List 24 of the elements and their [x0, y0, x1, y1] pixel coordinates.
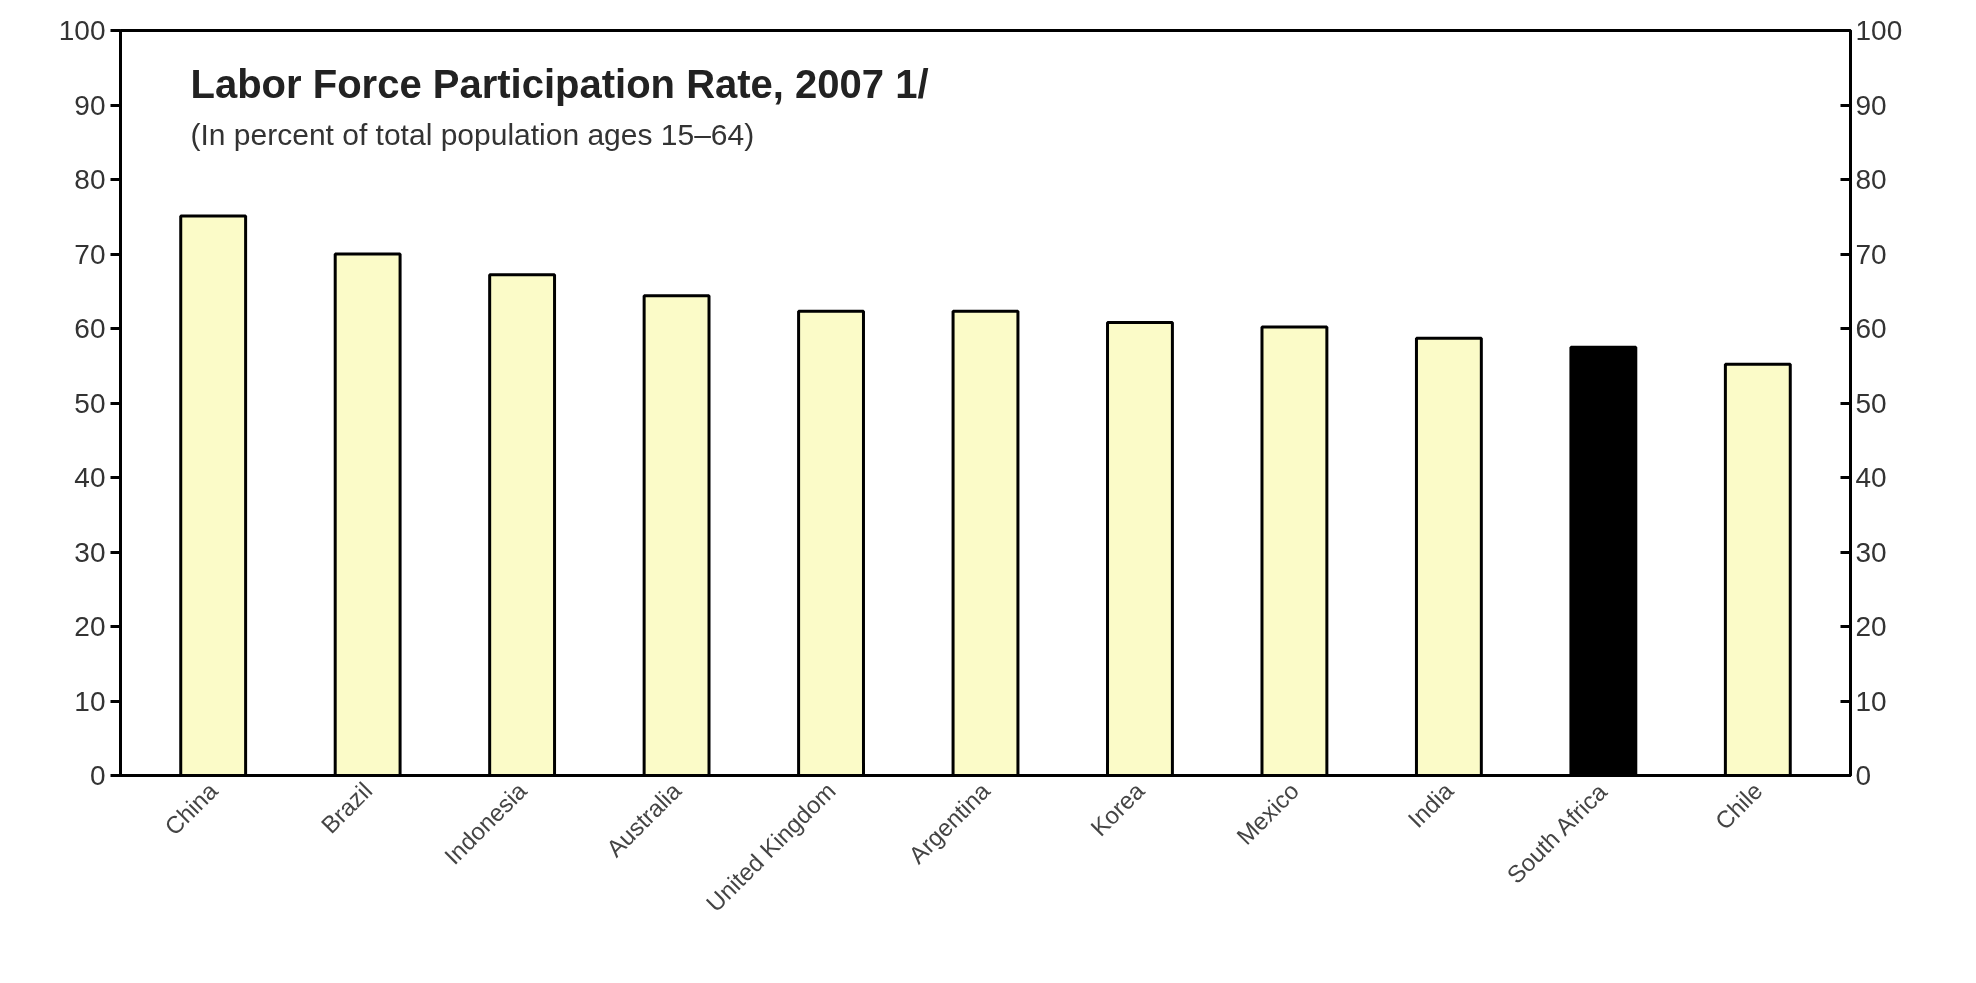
y2-tick-label: 40 — [1855, 462, 1887, 493]
y2-tick-label: 30 — [1855, 536, 1887, 568]
y-tick-label: 80 — [74, 164, 106, 195]
y2-tick-label: 80 — [1855, 164, 1887, 195]
y2-tick-label: 50 — [1855, 387, 1887, 419]
y-tick-label: 60 — [74, 313, 106, 344]
y2-tick-label: 20 — [1855, 611, 1887, 642]
y-tick-label: 40 — [74, 462, 106, 493]
y-tick-label: 30 — [74, 536, 106, 568]
y-tick-label: 10 — [74, 685, 106, 717]
text: Labor Force Participation Rate, 2007 1/ — [190, 61, 929, 106]
text: (In percent of total population ages 15–64) — [190, 117, 755, 151]
y2-tick-label: 70 — [1855, 238, 1887, 270]
y2-tick-label: 60 — [1855, 313, 1887, 344]
y-tick-label: 0 — [89, 760, 106, 791]
y-tick-label: 20 — [74, 611, 106, 642]
y-tick-label: 70 — [74, 238, 106, 270]
y-tick-label: 50 — [74, 387, 106, 419]
y2-tick-label: 100 — [1855, 15, 1903, 46]
y2-tick-label: 0 — [1855, 760, 1872, 791]
y2-tick-label: 10 — [1855, 685, 1887, 717]
y-tick-label: 90 — [74, 89, 106, 121]
y2-tick-label: 90 — [1855, 89, 1887, 121]
y-tick-label: 100 — [58, 15, 106, 46]
